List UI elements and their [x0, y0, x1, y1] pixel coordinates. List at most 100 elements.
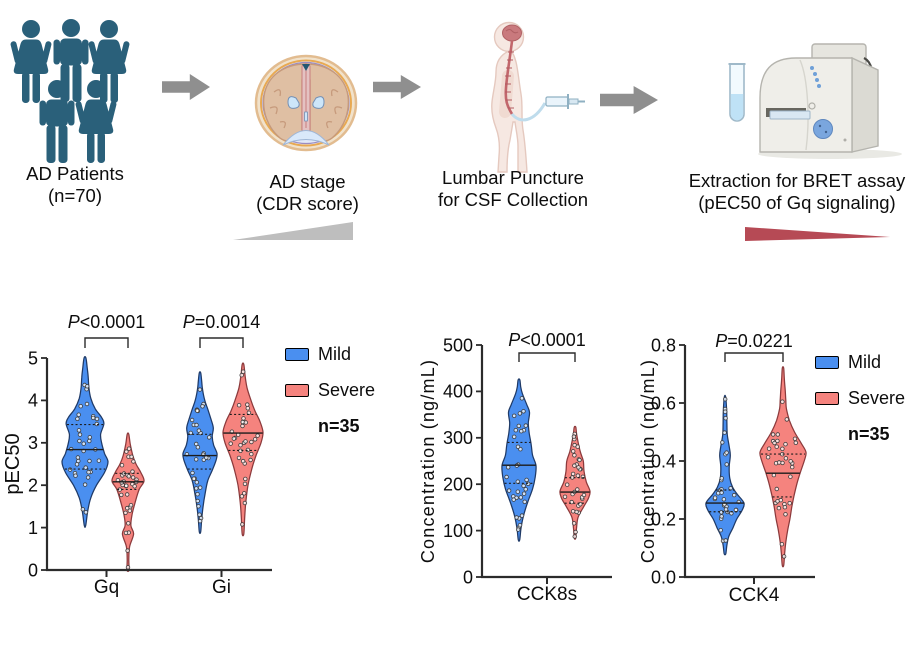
mild-swatch-icon	[815, 356, 839, 369]
y-tick-label: 300	[443, 428, 473, 448]
legend-item-mild: Mild	[285, 344, 375, 365]
axes: 0 100 200 300 400 500	[443, 335, 612, 587]
y-tick-label: 0.2	[651, 509, 676, 529]
violin-stat-lines	[560, 477, 590, 504]
y-tick-label: 0.8	[651, 335, 676, 355]
data-points	[504, 396, 531, 532]
caption-ad-patients: AD Patients (n=70)	[0, 163, 155, 207]
y-tick-label: 0.4	[651, 451, 676, 471]
caption-line: (CDR score)	[256, 193, 359, 214]
y-tick-label: 2	[28, 476, 38, 496]
p-value-label: P=0.0221	[715, 331, 793, 351]
y-tick-label: 3	[28, 433, 38, 453]
y-tick-label: 200	[443, 475, 473, 495]
y-axis-label: Concentration (ng/mL)	[640, 359, 658, 563]
violin-stat-lines	[223, 413, 263, 452]
violin-stat-lines	[112, 472, 144, 491]
axes: 0 1 2 3 4 5	[28, 348, 272, 580]
x-category-label: Gq	[94, 577, 119, 598]
chart-pec50-violin-plot: P<0.0001 Gq P=0.0014 Gi 0 1 2 3 4 5 pEC50	[2, 312, 272, 598]
violin-stat-lines	[502, 441, 536, 484]
significance-bracket	[724, 352, 784, 362]
y-tick-label: 0.6	[651, 393, 676, 413]
y-tick-label: 0.0	[651, 567, 676, 587]
caption-lumbar-puncture: Lumbar Puncture for CSF Collection	[420, 167, 606, 211]
data-points	[184, 387, 212, 524]
caption-line: Extraction for BRET assay	[688, 170, 906, 191]
violin-stat-lines	[183, 433, 217, 470]
legend-label: Mild	[848, 352, 882, 372]
caption-line: (pEC50 of Gq signaling)	[698, 192, 896, 213]
data-points	[228, 369, 260, 527]
violin-stat-lines	[706, 489, 744, 513]
caption-line: Lumbar Puncture	[442, 167, 584, 188]
caption-line: (n=70)	[48, 185, 102, 206]
legend-item-severe: Severe	[815, 388, 905, 409]
severity-ramp-down-icon	[745, 227, 890, 241]
p-value-label: P=0.0014	[183, 312, 261, 332]
legend-item-mild: Mild	[815, 352, 905, 373]
violins	[705, 366, 807, 568]
arrow-icon	[600, 86, 658, 114]
y-tick-label: 4	[28, 391, 38, 411]
chart-cck4-violin-plot: P=0.0221 CCK4 0.0 0.2 0.4 0.6 0.8 Concentration…	[640, 331, 815, 606]
significance-bracket	[518, 352, 576, 362]
p-value-label: P<0.0001	[508, 330, 586, 350]
significance-bracket	[199, 337, 244, 348]
chart-cck8s-violin-plot: P<0.0001 CCK8s 0 100 200 300 400 500 Concentrati…	[420, 330, 612, 605]
y-tick-label: 0	[463, 567, 473, 587]
y-tick-label: 400	[443, 382, 473, 402]
violin-gi-severe	[222, 362, 264, 537]
test-tube-icon	[728, 63, 746, 122]
caption-bret-assay: Extraction for BRET assay (pEC50 of Gq s…	[668, 170, 924, 214]
data-points	[765, 399, 798, 559]
x-category-label: CCK4	[729, 585, 780, 606]
violin-stat-lines	[761, 453, 805, 498]
y-tick-label: 0	[28, 560, 38, 580]
arrow-icon	[162, 74, 210, 100]
legend-label: Severe	[848, 388, 906, 408]
severe-swatch-icon	[815, 392, 839, 405]
legend-n-note: n=35	[848, 424, 890, 444]
legend-label: Mild	[318, 344, 352, 364]
data-points	[562, 431, 587, 539]
lumbar-puncture-icon	[491, 21, 585, 173]
y-tick-label: 1	[28, 518, 38, 538]
data-points	[115, 446, 139, 570]
caption-ad-stage: AD stage (CDR score)	[225, 171, 390, 215]
x-category-label: Gi	[212, 577, 231, 598]
legend: Mild Severe n=35	[815, 352, 905, 445]
severe-swatch-icon	[285, 384, 309, 397]
legend-n-note: n=35	[318, 416, 360, 436]
violin-gi-mild	[182, 371, 218, 535]
ad-patients-icon	[9, 19, 131, 163]
arrow-icon	[373, 75, 421, 99]
mild-swatch-icon	[285, 348, 309, 361]
caption-line: for CSF Collection	[437, 189, 589, 210]
plate-reader-icon	[758, 43, 902, 159]
data-points	[67, 382, 102, 515]
violin-gq-severe	[111, 432, 145, 572]
p-value-label: P<0.0001	[68, 312, 146, 332]
brain-icon	[254, 54, 358, 152]
significance-bracket	[84, 337, 129, 348]
violins	[61, 356, 264, 572]
legend-label: Severe	[318, 380, 376, 400]
y-tick-label: 5	[28, 348, 38, 368]
axes: 0.0 0.2 0.4 0.6 0.8	[651, 335, 815, 587]
caption-line: AD Patients	[26, 163, 124, 184]
y-axis-label: Concentration (ng/mL)	[420, 359, 438, 563]
severity-ramp-up-icon	[233, 222, 353, 240]
y-tick-label: 500	[443, 335, 473, 355]
x-category-label: CCK8s	[517, 584, 577, 605]
workflow-illustrations	[9, 19, 902, 241]
y-axis-label: pEC50	[2, 433, 24, 494]
violin-cck8s-severe	[559, 425, 591, 540]
legend: Mild Severe n=35	[285, 344, 375, 437]
violins	[501, 378, 591, 542]
violin-cck4-severe	[759, 366, 807, 568]
y-tick-label: 100	[443, 521, 473, 541]
violin-cck8s-mild	[501, 378, 537, 542]
violin-stat-lines	[64, 423, 106, 470]
